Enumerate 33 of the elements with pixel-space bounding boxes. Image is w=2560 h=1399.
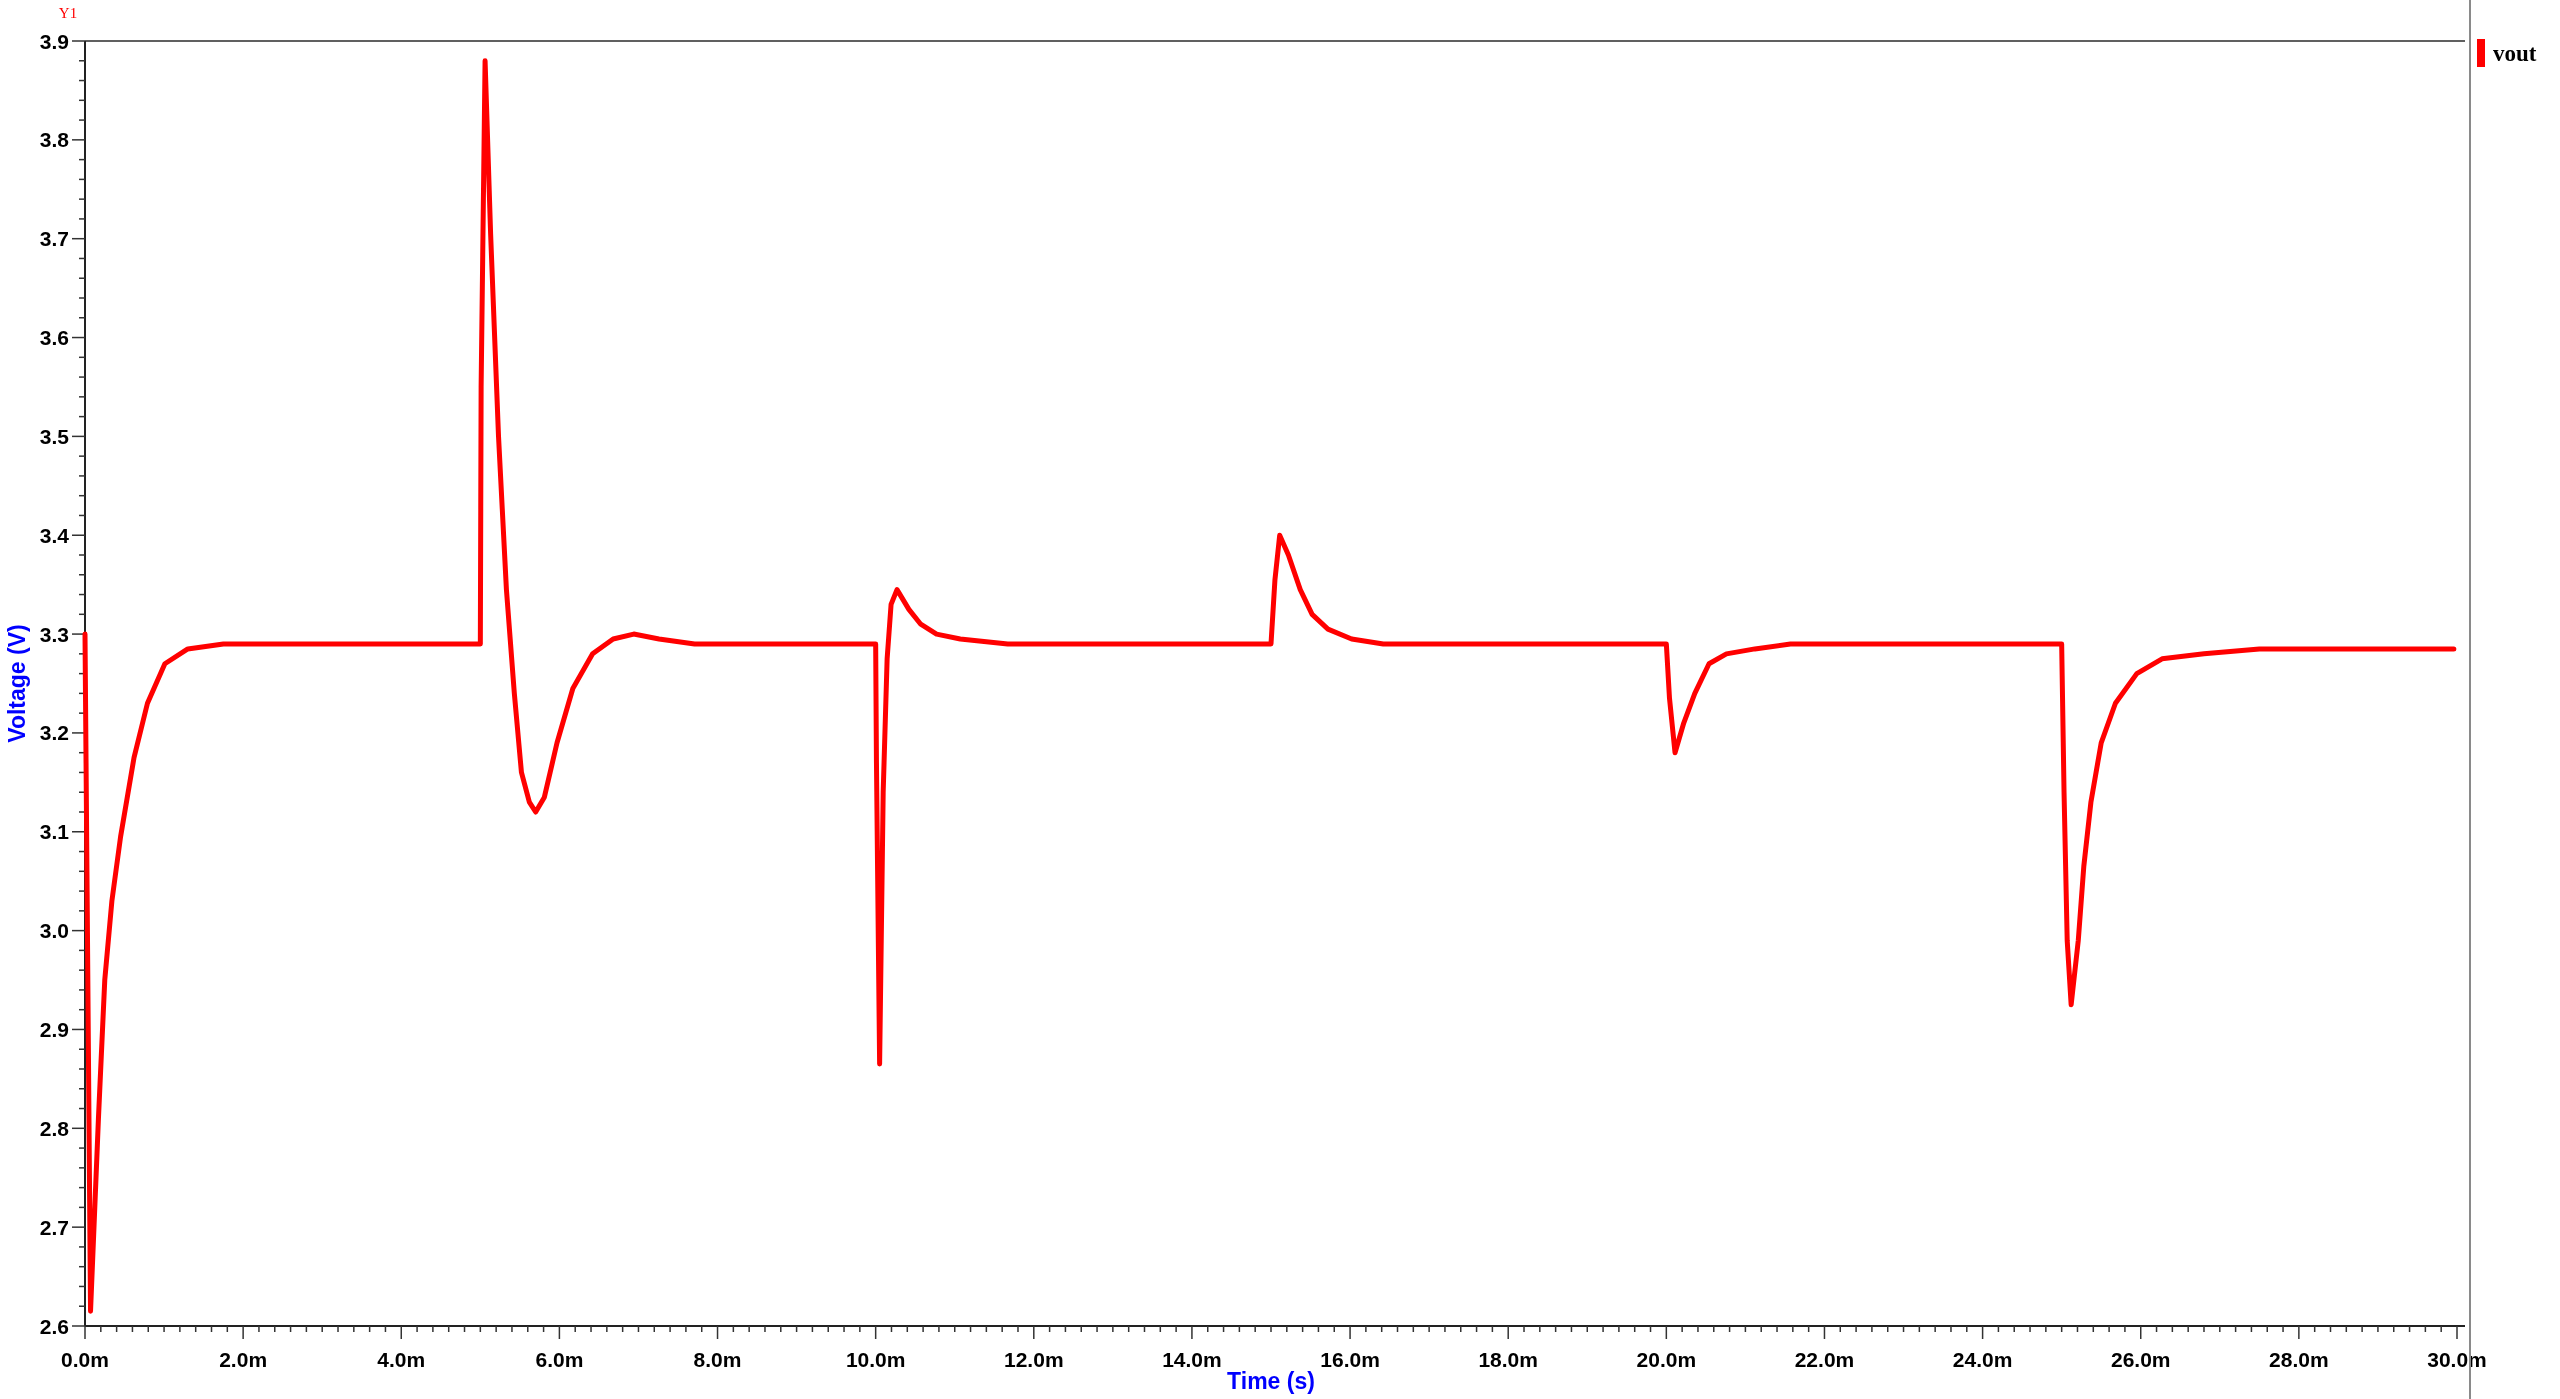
x-tick-label: 24.0m [1952, 1347, 2013, 1371]
y-tick-label: 2.9 [39, 1018, 69, 1042]
x-tick-label: 6.0m [535, 1347, 584, 1371]
y-tick-label: 2.6 [39, 1314, 69, 1338]
x-tick-label: 28.0m [2269, 1347, 2329, 1371]
x-tick-label: 22.0m [1794, 1347, 1855, 1371]
x-tick-label: 8.0m [693, 1347, 742, 1371]
x-tick-label: 14.0m [1162, 1347, 1222, 1371]
x-tick-label: 26.0m [2110, 1347, 2171, 1371]
y-tick-label: 3.7 [39, 227, 69, 251]
y-tick-label: 3.8 [39, 128, 70, 152]
y-tick-label: 2.7 [39, 1215, 69, 1239]
y-axis-title: Voltage (V) [4, 624, 31, 743]
y-tick-label: 2.8 [39, 1116, 70, 1140]
x-tick-label: 18.0m [1478, 1347, 1538, 1371]
x-tick-label: 10.0m [845, 1347, 906, 1371]
x-tick-label: 20.0m [1636, 1347, 1697, 1371]
y-tick-label: 3.6 [39, 326, 69, 350]
y-tick-label: 3.4 [39, 523, 70, 547]
y-tick-label: 3.9 [39, 29, 69, 53]
y-tick-label: 3.3 [39, 622, 69, 646]
y-tick-label: 3.5 [39, 424, 70, 448]
legend-label: vout [2493, 41, 2537, 67]
x-tick-label: 4.0m [377, 1347, 426, 1371]
y-tick-label: 3.1 [39, 820, 70, 844]
x-tick-label: 16.0m [1320, 1347, 1380, 1371]
x-tick-label: 0.0m [61, 1347, 109, 1371]
x-axis-title: Time (s) [1227, 1368, 1315, 1395]
text: Y1 [58, 5, 78, 21]
y-tick-label: 3.2 [39, 721, 69, 745]
y-tick-label: 3.0 [39, 919, 69, 943]
x-tick-label: 2.0m [219, 1347, 268, 1371]
x-tick-label: 12.0m [1004, 1347, 1064, 1371]
